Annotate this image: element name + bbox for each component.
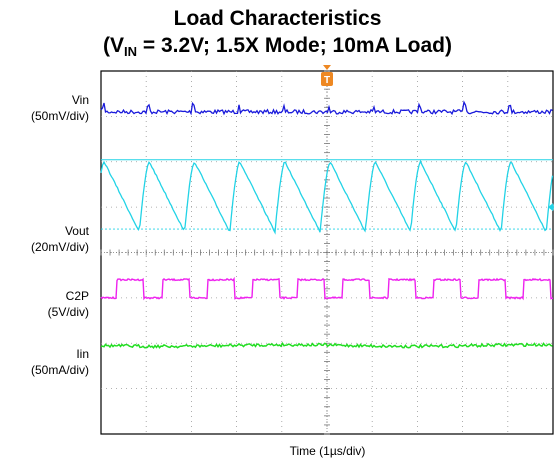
iin-scale: (50mA/div) <box>30 363 89 377</box>
trigger-marker-label: T <box>324 75 330 86</box>
c2p-name: C2P <box>65 289 89 303</box>
series-label-vout: Vout (20mV/div) <box>31 223 89 255</box>
trigger-position-arrow <box>323 65 331 70</box>
vin-name: Vin <box>71 93 89 107</box>
grid <box>100 70 554 435</box>
series-vin <box>100 100 553 116</box>
vin-scale: (50mV/div) <box>30 109 89 123</box>
series-label-vin: Vin (50mV/div) <box>31 92 89 124</box>
series-c2p <box>100 276 554 301</box>
trigger-marker-icon <box>321 72 333 86</box>
series-iin <box>100 341 553 349</box>
title-line2-prefix: (V <box>103 34 125 57</box>
series-label-iin: Iin (50mA/div) <box>31 346 89 378</box>
series-label-c2p: C2P (5V/div) <box>48 288 89 320</box>
traces <box>100 100 554 349</box>
markers: T <box>101 65 554 230</box>
series-vout <box>100 159 554 235</box>
c2p-scale: (5V/div) <box>47 305 89 319</box>
chart-title-line2: (VIN = 3.2V; 1.5X Mode; 10mA Load) <box>0 34 555 58</box>
vout-scale: (20mV/div) <box>30 240 89 254</box>
title-line2-subscript: IN <box>124 44 138 59</box>
title-line2-suffix: = 3.2V; 1.5X Mode; 10mA Load) <box>137 34 452 57</box>
x-axis-label: Time (1µs/div) <box>289 444 366 458</box>
chart-title-line1: Load Characteristics <box>173 7 382 30</box>
iin-name: Iin <box>76 347 89 361</box>
vout-name: Vout <box>64 224 89 238</box>
trigger-level-marker <box>548 203 554 212</box>
